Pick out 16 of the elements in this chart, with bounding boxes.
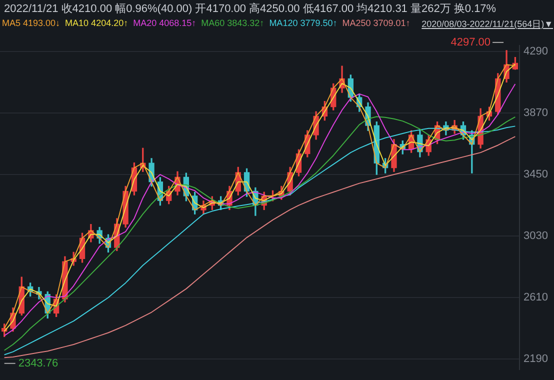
annotation: 4297.00 bbox=[450, 36, 491, 48]
text: MA250 3709.01↑ bbox=[342, 18, 410, 28]
text: MA5 4193.00↓ bbox=[2, 18, 60, 28]
y-tick-label: 2190 bbox=[524, 353, 548, 366]
y-tick-label: 3870 bbox=[524, 107, 548, 120]
text: MA60 3843.32↑ bbox=[201, 18, 264, 28]
text: MA10 4204.20↑ bbox=[65, 18, 128, 28]
y-tick-label: 2610 bbox=[524, 292, 548, 304]
text: 2020/08/03-2022/11/21(564日)▼ bbox=[422, 18, 553, 31]
chart-title: 2022/11/21 收4210.00 幅0.96%(40.00) 开4170.00 高4250.00 低4167.00 均4210.31 量262万 换0.17% bbox=[4, 2, 496, 16]
text: MA20 4068.15↑ bbox=[133, 18, 196, 28]
y-tick-label: 4290 bbox=[524, 45, 548, 58]
text: MA120 3779.50↑ bbox=[269, 18, 338, 28]
annotation: 2343.76 bbox=[18, 357, 58, 370]
y-tick-label: 3030 bbox=[524, 230, 548, 242]
y-tick-label: 3450 bbox=[524, 168, 548, 181]
